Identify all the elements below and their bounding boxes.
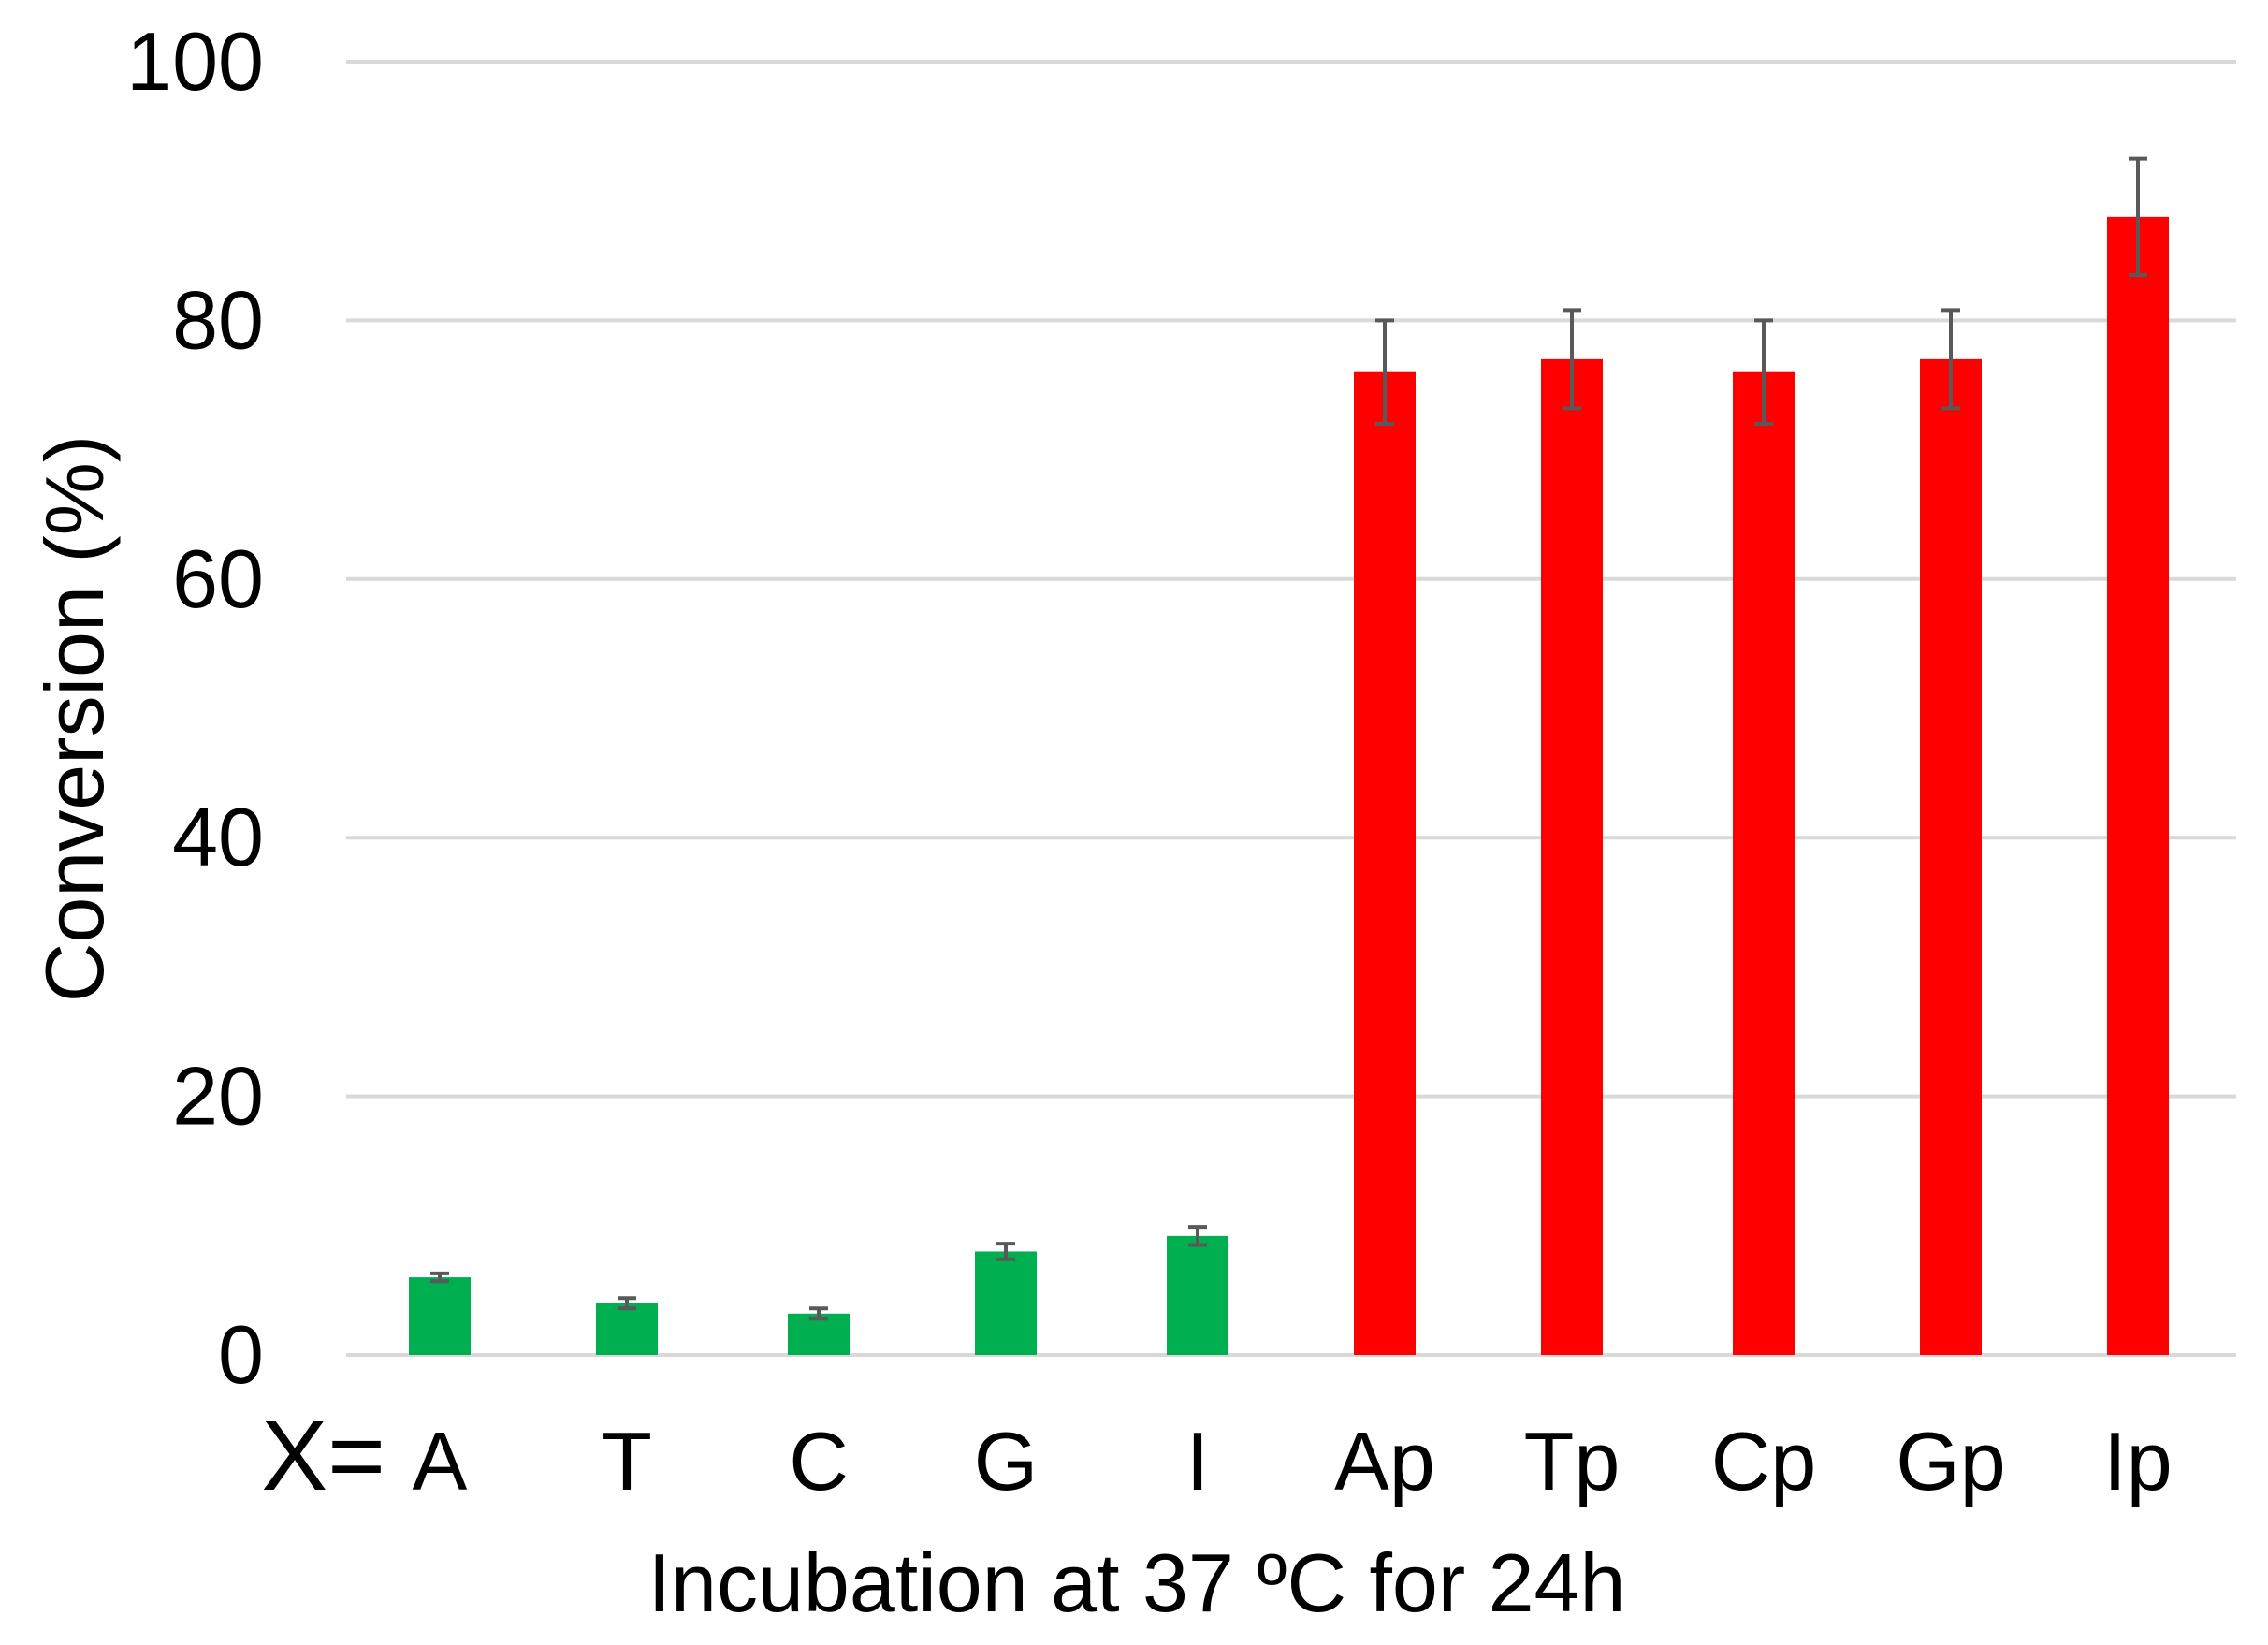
x-tick-label: Ap [1334, 1415, 1435, 1507]
x-tick-label: Gp [1896, 1415, 2005, 1507]
bars [409, 216, 2169, 1356]
x-tick-label: A [413, 1415, 468, 1507]
error-bar-t [618, 1296, 636, 1311]
x-tick-label: Ip [2103, 1415, 2172, 1507]
bar-cp [1733, 371, 1795, 1356]
error-bar-ap [1375, 318, 1394, 426]
bar-gp [1920, 358, 1982, 1355]
x-prefix-label: X= [261, 1401, 385, 1511]
error-bar-c [809, 1306, 828, 1321]
x-tick-label: C [789, 1415, 849, 1507]
error-bar-g [996, 1242, 1015, 1261]
bar-a [409, 1277, 471, 1355]
y-tick-label: 40 [172, 791, 264, 883]
x-tick-label: Tp [1524, 1415, 1621, 1507]
x-tick-label: Cp [1711, 1415, 1817, 1507]
y-tick-label: 0 [218, 1308, 264, 1401]
bar-tp [1541, 358, 1603, 1355]
bar-i [1167, 1235, 1228, 1355]
bar-ap [1354, 371, 1416, 1356]
error-bar-a [430, 1271, 449, 1284]
x-tick-label: T [602, 1415, 652, 1507]
y-tick-label: 100 [126, 15, 264, 108]
bar-ip [2107, 216, 2169, 1356]
y-tick-label: 20 [172, 1050, 264, 1143]
x-tick-label: I [1186, 1415, 1209, 1507]
error-bar-i [1188, 1225, 1207, 1247]
error-bar-cp [1754, 318, 1773, 426]
x-tick-label: G [974, 1415, 1038, 1507]
y-axis-title: Conversion (%) [28, 435, 121, 1002]
x-tick-labels: A T C G I Ap Tp Cp Gp Ip [413, 1415, 2173, 1507]
error-bars [430, 156, 2147, 1321]
bar-g [975, 1251, 1037, 1355]
y-tick-label: 80 [172, 273, 264, 366]
y-tick-labels: 0 20 40 60 80 100 [126, 15, 264, 1401]
error-bar-ip [2129, 156, 2147, 278]
bar-t [596, 1303, 658, 1355]
x-axis-title: Incubation at 37 ºC for 24h [648, 1536, 1626, 1629]
error-bar-tp [1563, 308, 1581, 411]
error-bar-gp [1941, 308, 1960, 411]
y-tick-label: 60 [172, 532, 264, 625]
